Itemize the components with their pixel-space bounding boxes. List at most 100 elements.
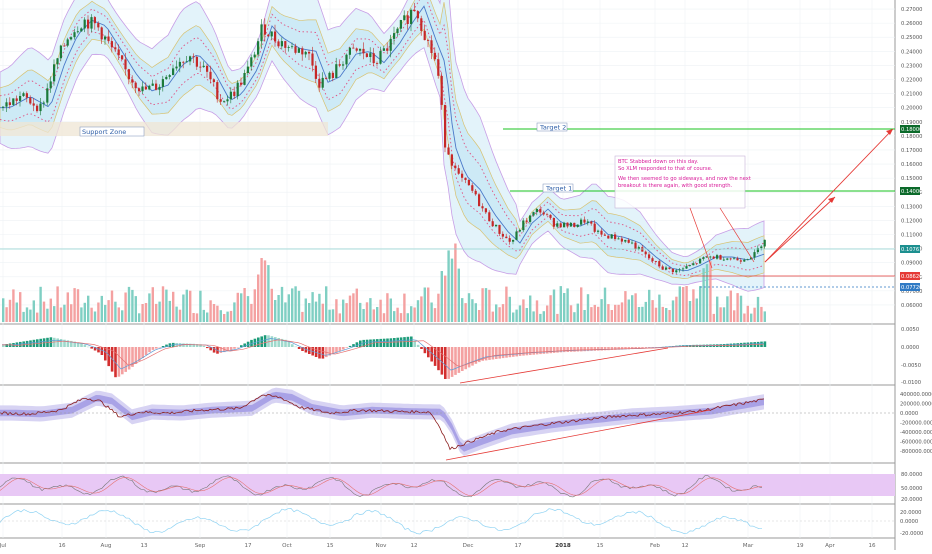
macd-bar bbox=[100, 347, 104, 355]
volume-bar bbox=[427, 287, 430, 322]
note-box-frame bbox=[614, 155, 746, 209]
candle bbox=[529, 215, 532, 225]
macd-bar bbox=[389, 338, 393, 347]
obv-tick-label: -800000.0000 bbox=[900, 449, 932, 455]
support-zone-label: Support Zone bbox=[82, 128, 126, 136]
candle bbox=[124, 52, 127, 76]
volume-bar bbox=[46, 308, 49, 322]
volume-bar bbox=[430, 302, 433, 322]
volume-bar bbox=[8, 299, 12, 322]
macd-bar bbox=[529, 347, 532, 355]
volume-bar bbox=[260, 258, 263, 322]
macd-bar bbox=[505, 347, 508, 358]
volume-bar bbox=[328, 309, 331, 322]
candle bbox=[569, 222, 572, 227]
volume-bar bbox=[467, 293, 471, 322]
volume-bar bbox=[481, 288, 484, 322]
candle bbox=[709, 255, 712, 260]
macd-bar bbox=[651, 347, 654, 348]
volume-bar bbox=[593, 304, 596, 322]
candle bbox=[25, 91, 28, 103]
macd-bar bbox=[22, 341, 25, 347]
volume-bar bbox=[270, 288, 273, 322]
candle bbox=[699, 257, 702, 264]
current-price-tag bbox=[900, 245, 920, 253]
volume-bar bbox=[345, 303, 348, 322]
macd-bar bbox=[495, 347, 498, 359]
macd-bar bbox=[144, 347, 148, 355]
candle bbox=[73, 28, 76, 40]
candle bbox=[331, 70, 334, 82]
candle bbox=[512, 239, 515, 245]
target-1-label-box bbox=[542, 183, 574, 193]
volume-bar bbox=[274, 300, 277, 322]
volume-bar bbox=[104, 304, 107, 322]
volume-bar bbox=[212, 304, 216, 322]
macd-tick-label: 0.0050 bbox=[901, 327, 919, 333]
macd-bar bbox=[328, 347, 331, 356]
volume-bar bbox=[243, 288, 246, 322]
volume-bar bbox=[2, 298, 5, 322]
volume-bar bbox=[56, 286, 59, 322]
candle bbox=[590, 220, 593, 226]
volume-bar bbox=[49, 298, 52, 322]
macd-bar bbox=[331, 347, 335, 355]
candle bbox=[158, 84, 161, 96]
candle bbox=[593, 220, 596, 234]
volume-bar bbox=[484, 288, 488, 322]
macd-bar bbox=[56, 338, 59, 347]
stoch-band bbox=[0, 474, 895, 496]
volume-bar bbox=[716, 296, 719, 322]
candle bbox=[5, 98, 8, 112]
volume-bar bbox=[535, 300, 539, 322]
volume-bar bbox=[362, 309, 365, 322]
note-line-3: We then seemed to go sideways, and now t… bbox=[618, 176, 751, 182]
volume-bar bbox=[178, 309, 182, 322]
candle bbox=[420, 15, 423, 36]
macd-bar bbox=[243, 343, 246, 347]
macd-bar bbox=[410, 336, 413, 347]
volume-bar bbox=[590, 307, 593, 322]
candle bbox=[505, 233, 508, 239]
macd-bar bbox=[515, 347, 518, 357]
price-tick-label: 0.06000 bbox=[901, 303, 922, 309]
price-tick-label: 0.24000 bbox=[901, 49, 922, 55]
price-tick-label: 0.26000 bbox=[901, 21, 922, 27]
candle bbox=[450, 153, 453, 170]
candle bbox=[532, 211, 535, 217]
candle bbox=[100, 26, 103, 44]
volume-bar bbox=[654, 307, 658, 322]
macd-bar bbox=[491, 347, 495, 360]
macd-bar bbox=[467, 347, 471, 368]
macd-bar bbox=[359, 340, 362, 347]
volume-bar bbox=[90, 307, 93, 322]
volume-bar bbox=[376, 307, 379, 322]
volume-bar bbox=[73, 288, 76, 322]
candle bbox=[614, 232, 617, 242]
price-tick-label: 0.20000 bbox=[901, 106, 922, 112]
macd-histogram bbox=[2, 335, 767, 379]
candle bbox=[651, 256, 654, 264]
candle bbox=[597, 229, 600, 234]
volume-bar bbox=[66, 292, 69, 322]
candle bbox=[76, 26, 79, 34]
volume-bar bbox=[121, 310, 124, 322]
volume-bar bbox=[668, 310, 671, 322]
stoch-tick-label: 50.0000 bbox=[901, 486, 922, 492]
note-line-1: BTC Stabbed down on this day. bbox=[618, 159, 699, 165]
volume-bar bbox=[155, 303, 158, 322]
candle bbox=[226, 95, 229, 106]
macd-bar bbox=[478, 347, 481, 363]
time-tick-label: Apr bbox=[825, 543, 835, 549]
time-tick-label: 2018 bbox=[555, 543, 571, 549]
candle bbox=[688, 264, 691, 267]
band-inner bbox=[0, 0, 765, 279]
candle bbox=[328, 71, 331, 81]
volume-bar bbox=[702, 268, 705, 322]
macd-bar bbox=[444, 347, 447, 379]
candle bbox=[416, 10, 419, 23]
macd-bar bbox=[117, 347, 121, 377]
candle bbox=[121, 55, 124, 60]
macd-bar bbox=[352, 344, 355, 347]
candle bbox=[195, 55, 198, 70]
